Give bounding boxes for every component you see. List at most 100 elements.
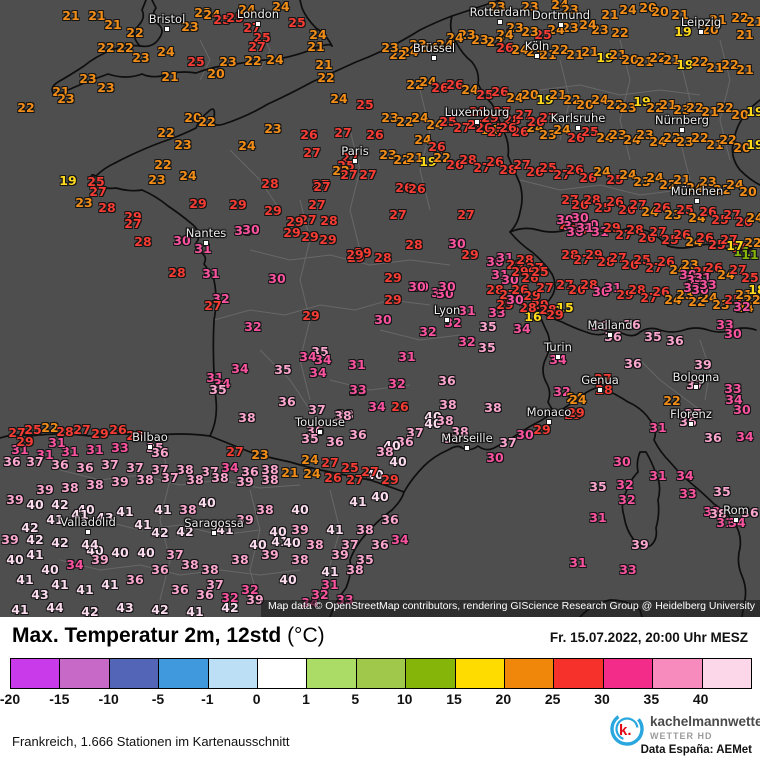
station-temp: 26	[395, 179, 413, 195]
station-temp: 42	[151, 524, 169, 540]
station-temp: 34	[686, 271, 704, 287]
station-temp: 24	[726, 176, 744, 192]
station-temp: 41	[154, 501, 172, 517]
station-temp: 31	[202, 265, 220, 281]
station-temp: 24	[593, 163, 611, 179]
station-temp: 24	[436, 36, 454, 52]
map-canvas[interactable]: 21 21 21 22 23 23 24 25 25 24 24 27 25 27 25 24 21 22 22 23…	[0, 0, 760, 617]
station-temp: 25	[724, 291, 742, 307]
station-temp: 32	[616, 476, 634, 492]
station-temp: 37	[684, 405, 702, 421]
station-temp: 21	[673, 171, 691, 187]
station-temp: 23	[458, 26, 476, 42]
station-temp: 42	[51, 496, 69, 512]
colorbar-tick-label: 15	[446, 691, 462, 707]
station-temp: 20	[184, 109, 202, 125]
station-temp: 40	[279, 571, 297, 587]
station-temp: 22	[686, 99, 704, 115]
station-temp: 32	[244, 318, 262, 334]
station-temp: 31	[491, 266, 509, 282]
station-temp: 27	[513, 156, 531, 172]
station-temp: 22	[721, 56, 739, 72]
station-temp: 25	[213, 11, 231, 27]
legend-title: Max. Temperatur 2m, 12std (°C)	[12, 624, 325, 647]
station-temp: 23	[174, 136, 192, 152]
colorbar-cell	[158, 659, 208, 688]
station-temp: 28	[98, 199, 116, 215]
station-temp: 27	[499, 286, 517, 302]
station-temp: 25	[693, 263, 711, 279]
station-temp: 21	[581, 43, 599, 59]
station-temp: 31	[458, 302, 476, 318]
station-temp: 26	[696, 229, 714, 245]
station-temp: 33	[349, 382, 367, 398]
station-temp: 23	[264, 120, 282, 136]
station-temp: 34	[513, 320, 531, 336]
station-temp: 22	[719, 131, 737, 147]
station-temp: 27	[640, 289, 658, 305]
station-temp: 41	[26, 546, 44, 562]
colorbar-cell	[405, 659, 455, 688]
station-temp: 21	[566, 46, 584, 62]
station-temp: 29	[264, 202, 282, 218]
city-label: Valladolid	[60, 515, 116, 529]
station-temp: 27	[340, 166, 358, 182]
station-temp: 36	[704, 429, 722, 445]
station-temp: 37	[406, 424, 424, 440]
station-temp: 41	[101, 576, 119, 592]
station-temp: 35	[209, 381, 227, 397]
station-temp: 24	[700, 289, 718, 305]
station-temp: 26	[109, 421, 127, 437]
station-temp: 26	[653, 199, 671, 215]
colorbar-tick-label: -10	[98, 691, 119, 707]
station-temp: 26	[699, 203, 717, 219]
station-temp: 21	[746, 13, 760, 29]
brand-logo[interactable]: k. kachelmannwetter.com WETTER HD	[608, 710, 760, 750]
station-temp: 24	[401, 43, 419, 59]
station-temp: 24	[461, 81, 479, 97]
station-temp: 29	[91, 425, 109, 441]
station-temp: 28	[569, 221, 587, 237]
station-temp: 39	[236, 473, 254, 489]
station-temp: 23	[194, 4, 212, 20]
station-temp: 28	[168, 264, 186, 280]
station-temp: 30	[556, 211, 574, 227]
station-temp: 21	[663, 51, 681, 67]
station-temp: 29	[523, 287, 541, 303]
station-temp: 21	[62, 7, 80, 23]
station-temp: 28	[516, 251, 534, 267]
station-temp: 30	[724, 325, 742, 341]
colorbar-tick-label: 30	[594, 691, 610, 707]
station-temp: 26	[568, 281, 586, 297]
city-label: Nantes	[185, 226, 227, 240]
station-temp: 25	[24, 421, 42, 437]
station-temp: 30	[242, 221, 260, 237]
station-temp: 27	[645, 259, 663, 275]
station-temp: 20	[621, 51, 639, 67]
station-temp: 22	[17, 99, 35, 115]
station-temp: 39	[261, 546, 279, 562]
station-temp: 39	[694, 356, 712, 372]
city-marker	[164, 26, 170, 32]
legend-panel: Max. Temperatur 2m, 12std (°C) Fr. 15.07…	[0, 617, 760, 760]
station-temp: 19	[633, 93, 651, 109]
station-temp: 21	[88, 7, 106, 23]
station-temp: 29	[384, 269, 402, 285]
station-temp: 30	[592, 283, 610, 299]
colorbar-tick-label: -15	[49, 691, 70, 707]
station-temp: 21	[406, 149, 424, 165]
station-temp: 30	[613, 453, 631, 469]
station-temp: 29	[481, 109, 499, 125]
station-temp: 23	[381, 39, 399, 55]
station-temp: 23	[471, 31, 489, 47]
station-temp: 32	[419, 323, 437, 339]
station-temp: 38	[181, 556, 199, 572]
station-temp: 17	[726, 237, 744, 253]
station-temp: 24	[238, 1, 256, 17]
station-temp: 27	[723, 206, 741, 222]
station-temp: 40	[371, 488, 389, 504]
map-attribution: Map data © OpenStreetMap contributors, r…	[260, 600, 760, 617]
station-temp: 41	[321, 563, 339, 579]
station-temp: 28	[503, 111, 521, 127]
station-temp: 36	[126, 571, 144, 587]
